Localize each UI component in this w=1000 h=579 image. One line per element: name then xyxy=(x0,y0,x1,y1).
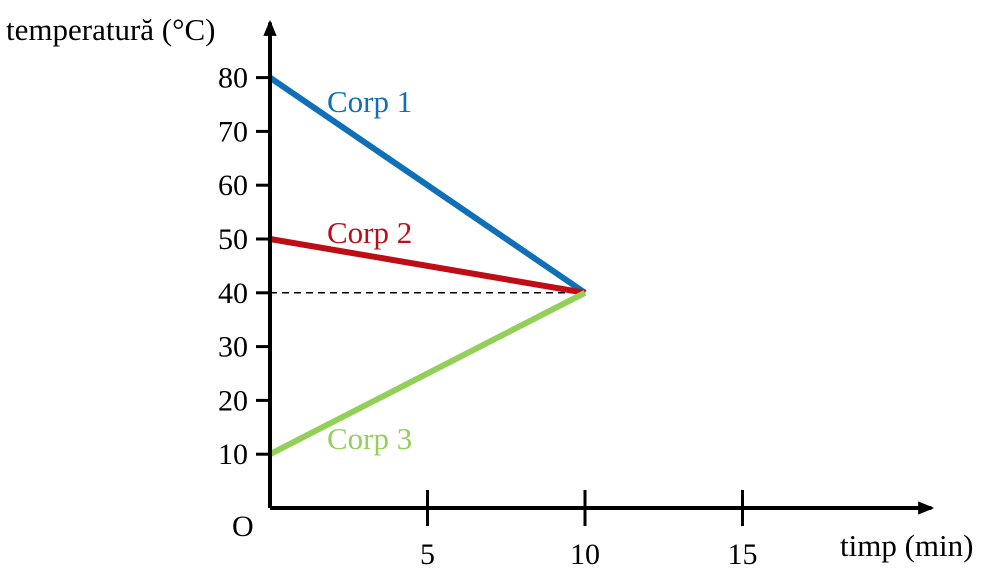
series-line-3 xyxy=(268,290,587,457)
y-tick-label: 10 xyxy=(218,438,248,471)
x-tick-label: 15 xyxy=(728,538,758,571)
y-tick-label: 60 xyxy=(218,169,248,202)
origin-label: O xyxy=(232,510,254,543)
y-tick-label: 20 xyxy=(218,384,248,417)
series-line-2 xyxy=(269,236,586,296)
y-axis-title: temperatură (°C) xyxy=(6,12,216,47)
y-tick-label: 70 xyxy=(218,115,248,148)
y-tick-label: 50 xyxy=(218,223,248,256)
x-axis-title: timp (min) xyxy=(840,528,973,563)
series-label-1: Corp 1 xyxy=(327,84,412,119)
series-line-1 xyxy=(268,75,587,296)
series-label-3: Corp 3 xyxy=(327,421,412,456)
x-tick-label: 10 xyxy=(570,538,600,571)
y-tick-label: 30 xyxy=(218,331,248,364)
series-label-2: Corp 2 xyxy=(327,215,412,250)
x-tick-label: 5 xyxy=(420,538,435,571)
y-tick-label: 40 xyxy=(218,277,248,310)
y-tick-label: 80 xyxy=(218,62,248,95)
